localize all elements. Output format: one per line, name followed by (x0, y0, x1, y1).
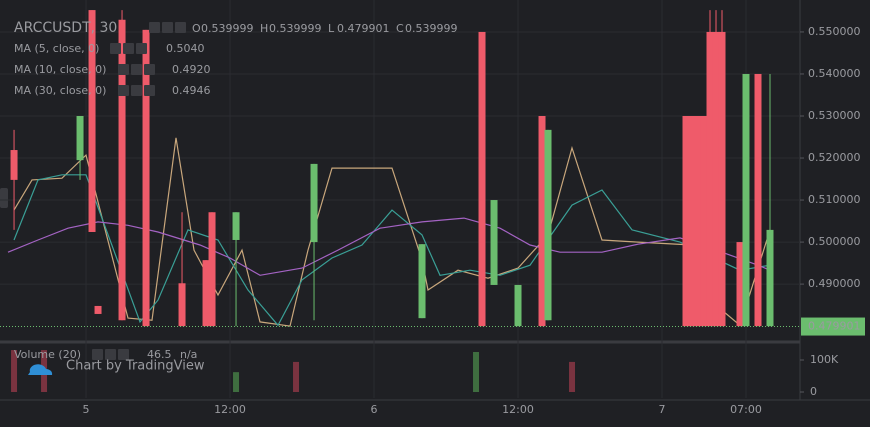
legend-icon (118, 349, 129, 360)
candle-body (766, 229, 774, 327)
ma-legend-name: MA (10, close, 0) (14, 63, 106, 76)
candle-body (712, 31, 720, 327)
last-price-label: 0.479901 (808, 320, 861, 333)
volume-tick-label: 100K (810, 353, 839, 366)
ma-legend-value: 0.4920 (172, 63, 211, 76)
candle-body (142, 29, 150, 327)
volume-bar (473, 352, 480, 392)
ma-legend-value: 0.5040 (166, 42, 205, 55)
candle-body (10, 150, 18, 180)
ohlc-value: 0.479901 (337, 22, 390, 35)
legend-icon (144, 64, 155, 75)
legend-icon (136, 43, 147, 54)
candle-body (694, 115, 702, 327)
candle-body (202, 260, 210, 327)
ma-legend-value: 0.4946 (172, 84, 211, 97)
volume-legend-value: 46.5 (147, 348, 172, 361)
y-tick-label: 0.490000 (808, 277, 861, 290)
ohlc-key: L (328, 22, 335, 35)
legend-icon (162, 22, 173, 33)
y-tick-label: 0.520000 (808, 151, 861, 164)
ma-legend-name: MA (5, close, 0) (14, 42, 99, 55)
legend-icon (110, 43, 121, 54)
y-tick-label: 0.540000 (808, 67, 861, 80)
candle-body (232, 212, 240, 240)
candle-body (706, 31, 714, 327)
marks (0, 10, 800, 392)
legend-icon (123, 43, 134, 54)
volume-bar (569, 361, 576, 392)
y-tick-label: 0.510000 (808, 193, 861, 206)
ohlc-value: 0.539999 (201, 22, 254, 35)
y-tick-label: 0.500000 (808, 235, 861, 248)
x-tick-label: 6 (371, 403, 378, 416)
candle-body (418, 244, 426, 319)
side-toggle[interactable] (0, 188, 8, 208)
legend-icon (118, 64, 129, 75)
y-tick-label: 0.550000 (808, 25, 861, 38)
y-tick-label: 0.530000 (808, 109, 861, 122)
ohlc-key: O (192, 22, 201, 35)
x-tick-label: 12:00 (214, 403, 246, 416)
x-tick-label: 12:00 (502, 403, 534, 416)
ma-legend-name: MA (30, close, 0) (14, 84, 106, 97)
x-tick-label: 7 (659, 403, 666, 416)
legend-icon (131, 85, 142, 96)
candle-body (538, 115, 546, 327)
watermark-logo (28, 364, 53, 375)
candle-body (490, 200, 498, 285)
grid (0, 0, 800, 398)
candle-body (178, 283, 186, 327)
ma-line (13, 174, 771, 327)
ma-line (7, 217, 771, 276)
legend-icon (118, 85, 129, 96)
candle-body (544, 129, 552, 321)
candle-body (478, 31, 486, 327)
ohlc-key: C (396, 22, 404, 35)
candle-body (514, 284, 522, 327)
volume-bar (11, 350, 18, 392)
ohlc-key: H (260, 22, 268, 35)
volume-bar (293, 361, 300, 392)
candle-body (118, 19, 126, 321)
labels: 5 12:00 6 12:00 7 07:00 0.550000 0.540000 0.5300… (14, 20, 865, 416)
x-tick-label: 5 (83, 403, 90, 416)
legend-icon (105, 349, 116, 360)
legend-icon (144, 85, 155, 96)
ohlc-value: 0.539999 (405, 22, 458, 35)
candle-body (94, 305, 102, 314)
candle-body (208, 212, 216, 327)
candle-body (718, 31, 726, 327)
legend-icon (131, 64, 142, 75)
legend-icon (175, 22, 186, 33)
symbol-title: ARCCUSDT, 30 (14, 20, 117, 36)
candle-body (736, 242, 744, 327)
candle-body (76, 115, 84, 161)
candle-body (742, 73, 750, 327)
candle-body (88, 10, 96, 232)
candle-body (688, 115, 696, 327)
volume-legend-extra: n/a (180, 348, 197, 361)
volume-tick-label: 0 (810, 385, 817, 398)
last-price-tag (801, 317, 865, 336)
volume-bar (233, 372, 240, 392)
legend-icon (149, 22, 160, 33)
legend-icon (92, 349, 103, 360)
candle-body (754, 73, 762, 327)
volume-legend-name: Volume (20) (14, 348, 81, 361)
watermark: Chart by TradingView (66, 359, 205, 374)
candle-body (700, 115, 708, 327)
candle-body (682, 115, 690, 327)
x-tick-label: 07:00 (730, 403, 762, 416)
ohlc-value: 0.539999 (269, 22, 322, 35)
candle-body (310, 163, 318, 243)
